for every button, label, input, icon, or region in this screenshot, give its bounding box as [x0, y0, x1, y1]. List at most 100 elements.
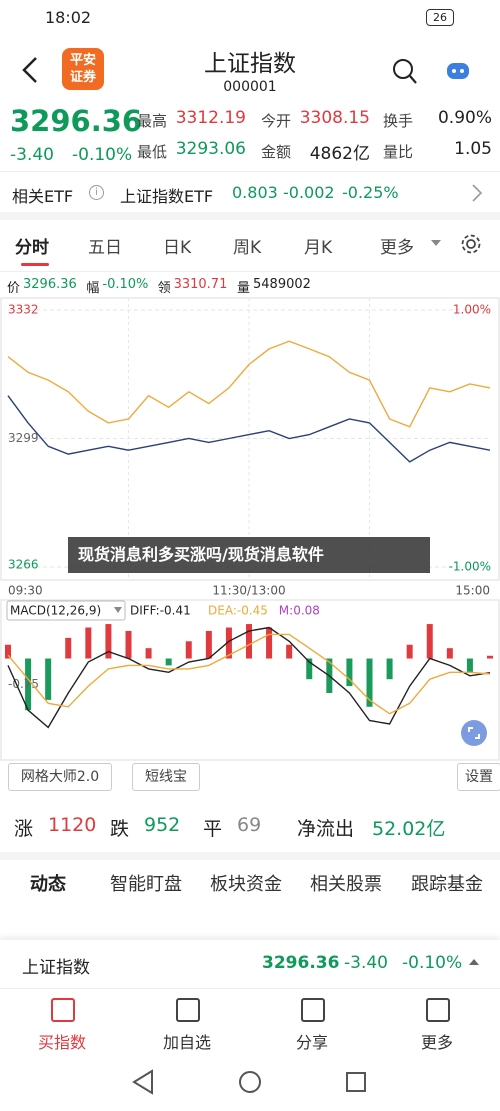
x-tick-label: 11:30/13:00 [212, 584, 285, 598]
macd-bar [5, 644, 11, 659]
stat-value: 0.90% [437, 108, 492, 128]
stat-value: 3312.19 [175, 108, 246, 128]
x-tick-label: 09:30 [8, 584, 43, 598]
news-tab[interactable]: 跟踪基金 [411, 874, 483, 895]
stat-label: 量比 [383, 143, 414, 161]
macd-bar [85, 627, 92, 659]
news-tab[interactable]: 板块资金 [210, 874, 282, 895]
series-line [7, 340, 491, 428]
search-button[interactable] [392, 58, 418, 86]
ticker-bar[interactable] [0, 940, 500, 988]
expand-icon[interactable] [468, 957, 480, 967]
tool-button[interactable]: 短线宝 [132, 763, 200, 791]
etf-change: -0.002 [283, 183, 335, 202]
action-icon[interactable] [51, 998, 75, 1022]
action-label[interactable]: 加自选 [162, 1033, 211, 1052]
macd-bar [65, 637, 72, 659]
stat-value: 1.05 [454, 139, 492, 159]
action-label[interactable]: 分享 [295, 1033, 328, 1052]
series-line [7, 626, 491, 729]
stat-value: 3293.06 [175, 139, 246, 159]
breadth-label: 平 [203, 818, 223, 840]
stat-label: 最高 [137, 112, 168, 130]
nav-home[interactable] [239, 1071, 261, 1093]
breadth-label: 净流出 [297, 818, 355, 840]
news-tab[interactable]: 动态 [30, 874, 66, 895]
info-label: 价 [7, 281, 21, 296]
news-tab[interactable]: 相关股票 [310, 874, 382, 895]
macd-bar [266, 627, 273, 659]
nav-recent[interactable] [346, 1072, 366, 1092]
ticker-name: 上证指数 [22, 958, 90, 978]
series-line [7, 633, 491, 715]
info-label: 幅 [86, 281, 100, 296]
back-button[interactable] [18, 55, 42, 85]
period-tab[interactable]: 分时 [15, 238, 49, 258]
macd-bar [246, 624, 252, 659]
macd-bar [145, 648, 152, 659]
logo-text: 平安 [69, 53, 96, 68]
macd-bar [125, 630, 132, 659]
macd-bar [306, 658, 313, 680]
info-value: 5489002 [253, 277, 311, 292]
status-time: 18:02 [45, 8, 92, 27]
macd-bar [225, 627, 232, 659]
y2-tick-label: 1.00% [453, 303, 491, 317]
watermark: 现货消息利多买涨吗/现货消息软件 [68, 537, 430, 573]
action-icon[interactable] [176, 998, 200, 1022]
breadth-label: 跌 [110, 818, 130, 840]
tool-button[interactable]: 网格大师2.0 [8, 763, 112, 791]
battery: 26 [426, 9, 454, 26]
settings-gear[interactable] [460, 233, 482, 255]
tool-button[interactable]: 设置 [457, 763, 500, 791]
stat-label: 最低 [137, 143, 168, 161]
macd-bar [386, 658, 393, 680]
etf-label: 相关ETF [12, 187, 74, 206]
chart-frame [0, 599, 500, 761]
info-icon[interactable]: i [89, 185, 104, 200]
stat-value: 4862亿 [309, 144, 370, 164]
nav-back[interactable] [132, 1069, 153, 1095]
y-tick-label: -0.75 [8, 677, 39, 691]
action-icon[interactable] [426, 998, 450, 1022]
indicator-value: DEA:-0.45 [208, 604, 268, 618]
news-tab[interactable]: 智能盯盘 [110, 874, 182, 895]
period-tab[interactable]: 五日 [88, 238, 122, 258]
indicator-select [6, 600, 126, 621]
nav-bar [132, 1069, 366, 1095]
action-label[interactable]: 更多 [420, 1033, 453, 1052]
breadth-label: 涨 [14, 818, 34, 840]
macd-bar [25, 658, 32, 711]
fullscreen-button[interactable] [460, 719, 488, 747]
page-title: 上证指数 [204, 51, 296, 77]
assistant-button[interactable] [444, 58, 472, 84]
macd-bar [205, 630, 212, 659]
stat-label: 换手 [383, 112, 414, 130]
macd-bar [105, 624, 112, 659]
y-tick-label: 3332 [8, 303, 39, 317]
period-tab[interactable]: 更多 [380, 238, 414, 258]
period-tab[interactable]: 月K [304, 238, 333, 258]
macd-bar [185, 641, 192, 659]
macd-bar [487, 655, 493, 659]
period-tab[interactable]: 周K [233, 238, 262, 258]
action-icon[interactable] [301, 998, 325, 1022]
action-label[interactable]: 买指数 [37, 1033, 86, 1052]
index-price: 3296.36 [10, 104, 143, 138]
logo-text: 证券 [69, 70, 96, 85]
stat-value: 3308.15 [299, 108, 370, 128]
ticker-change: -3.40 [344, 953, 388, 973]
info-value: 3296.36 [23, 277, 77, 292]
y2-tick-label: -1.00% [449, 560, 491, 574]
macd-bar [426, 624, 433, 659]
index-change: -3.40 [10, 145, 54, 165]
chevron[interactable] [470, 183, 484, 203]
y-tick-label: 3299 [8, 431, 39, 445]
period-tab[interactable]: 日K [163, 238, 192, 258]
dropdown-arrow [114, 607, 122, 613]
info-label: 量 [237, 281, 251, 296]
y-tick-label: 3266 [8, 558, 39, 572]
broker-logo[interactable]: 平安 证券 [62, 48, 104, 90]
etf-name[interactable]: 上证指数ETF [120, 187, 214, 206]
